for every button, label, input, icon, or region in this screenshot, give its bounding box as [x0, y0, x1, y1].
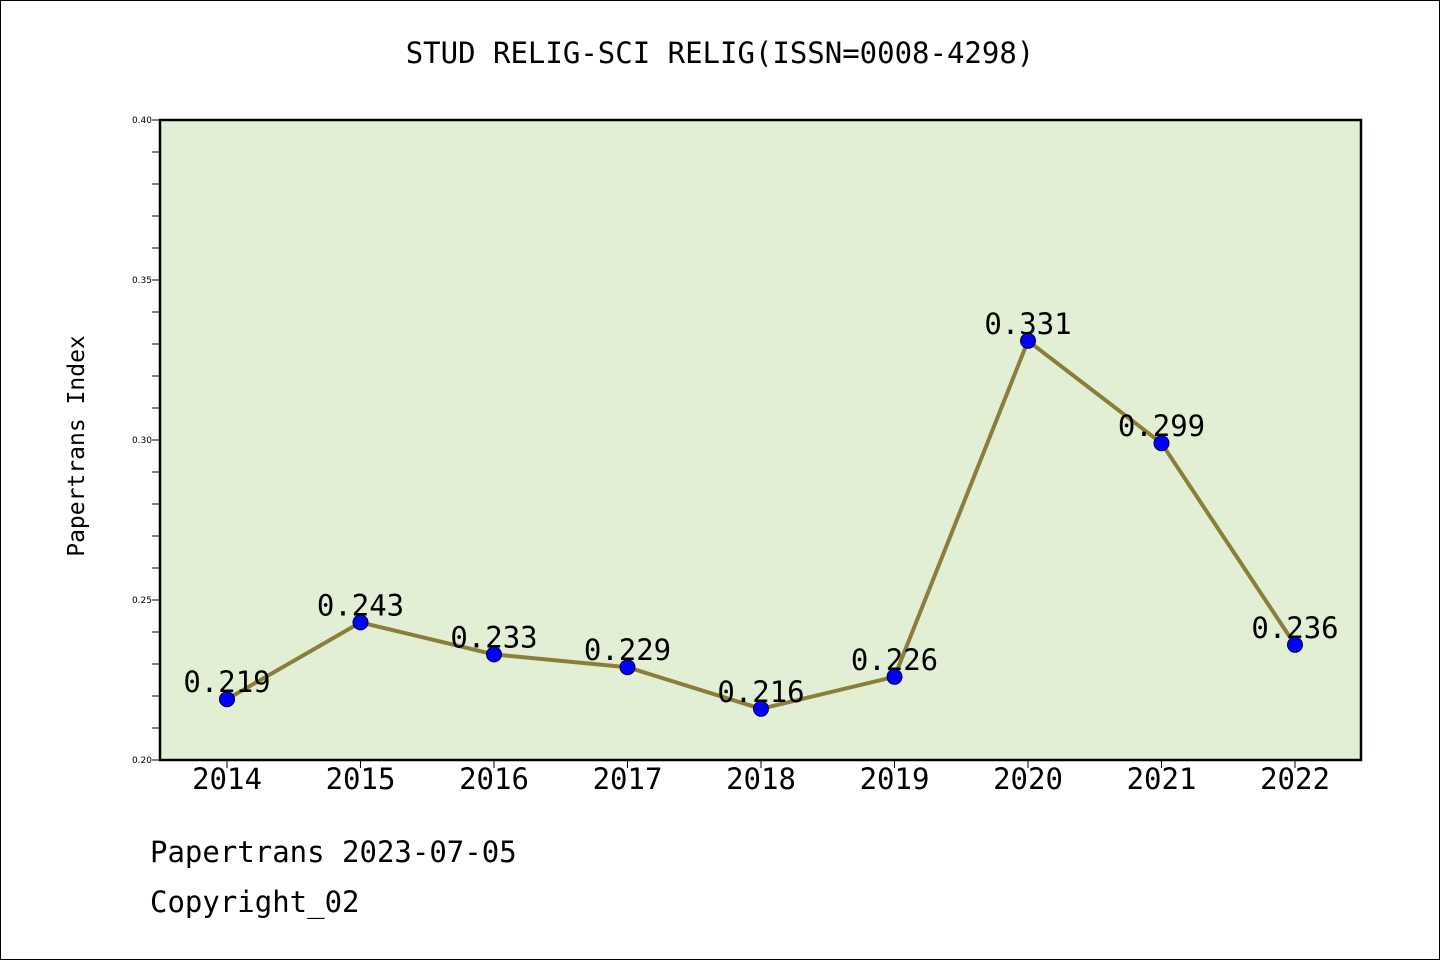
data-point — [619, 659, 636, 676]
data-point — [886, 668, 903, 685]
data-point — [219, 691, 235, 708]
data-label: 0.233 — [450, 620, 537, 654]
data-point — [1287, 636, 1303, 653]
y-tick-label: 0.35 — [132, 276, 152, 286]
x-tick-label: 2016 — [459, 762, 529, 796]
data-point — [352, 614, 369, 631]
x-tick-label: 2019 — [860, 762, 930, 796]
data-point — [1020, 332, 1036, 349]
x-tick-label: 2022 — [1260, 762, 1330, 796]
data-point — [1153, 435, 1170, 452]
data-label: 0.229 — [584, 633, 671, 667]
data-label: 0.216 — [717, 675, 804, 709]
data-label: 0.226 — [851, 643, 938, 677]
footer-date: Papertrans 2023-07-05 — [150, 835, 517, 869]
footer-copyright: Copyright_02 — [150, 885, 360, 919]
data-label: 0.243 — [317, 588, 404, 622]
x-tick-label: 2020 — [993, 762, 1063, 796]
x-tick-label: 2021 — [1127, 762, 1197, 796]
x-tick-label: 2015 — [326, 762, 396, 796]
data-point — [753, 700, 769, 717]
y-tick-label: 0.30 — [132, 436, 152, 446]
chart-title: STUD RELIG-SCI RELIG(ISSN=0008-4298) — [405, 36, 1035, 70]
x-tick-label: 2018 — [726, 762, 796, 796]
data-label: 0.219 — [183, 665, 270, 699]
x-tick-label: 2014 — [192, 762, 262, 796]
data-label: 0.236 — [1251, 611, 1338, 645]
plot-border — [158, 118, 1363, 762]
data-label: 0.299 — [1118, 409, 1205, 443]
data-point — [486, 646, 502, 663]
data-label: 0.331 — [984, 307, 1071, 341]
x-tick-label: 2017 — [593, 762, 663, 796]
y-tick-label: 0.40 — [132, 116, 152, 126]
y-tick-label: 0.20 — [132, 756, 152, 766]
y-tick-label: 0.25 — [132, 596, 152, 606]
